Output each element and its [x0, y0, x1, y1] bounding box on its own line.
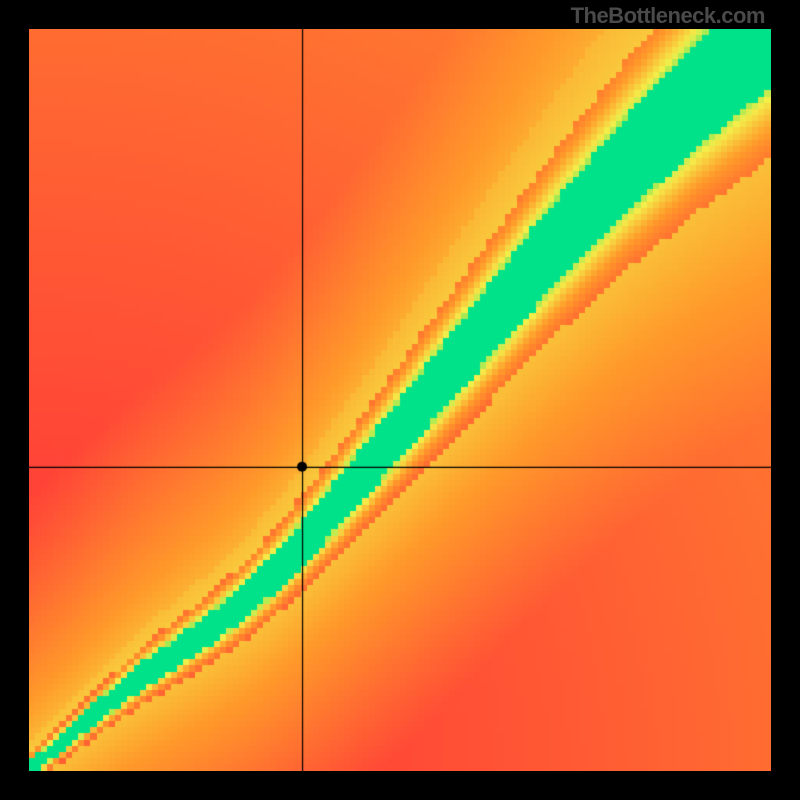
heatmap-canvas [29, 29, 771, 771]
attribution-text: TheBottleneck.com [571, 3, 765, 29]
heatmap-plot [29, 29, 771, 771]
chart-frame: TheBottleneck.com [0, 0, 800, 800]
